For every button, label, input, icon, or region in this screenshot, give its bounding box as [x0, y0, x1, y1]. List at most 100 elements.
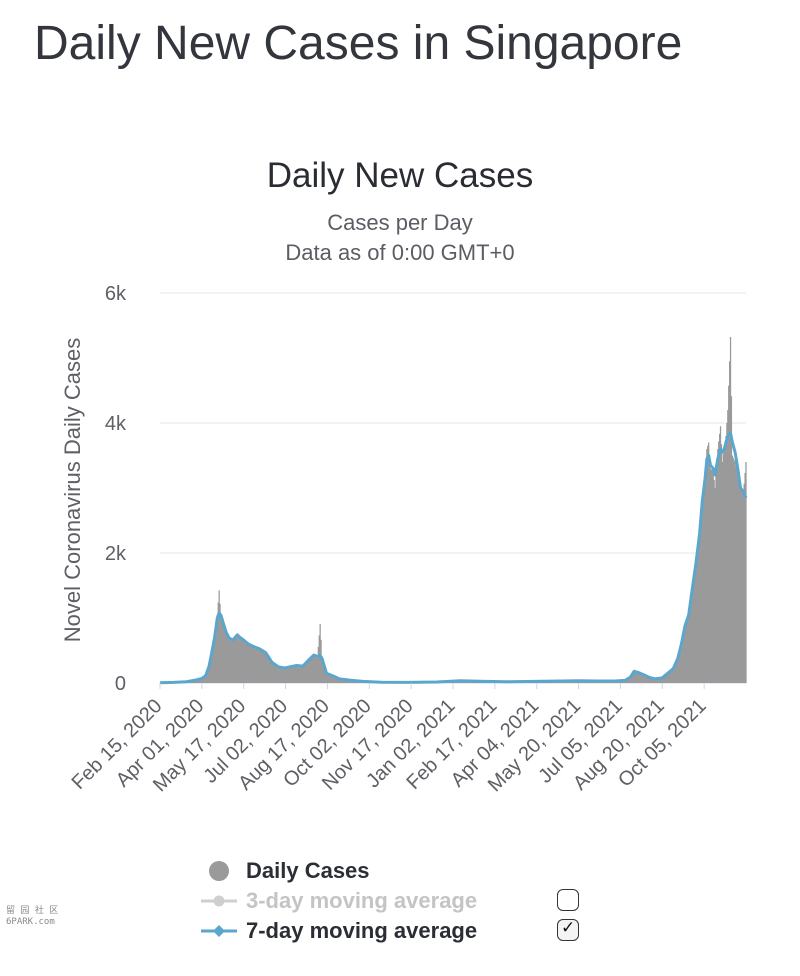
daily-case-bar — [663, 676, 665, 683]
daily-case-bar — [211, 650, 213, 683]
daily-case-bar — [293, 665, 295, 683]
daily-case-bar — [283, 668, 285, 683]
daily-case-bar — [696, 559, 698, 683]
daily-case-bar — [634, 671, 636, 683]
toggle-7-day-average-checkbox[interactable] — [557, 918, 579, 941]
daily-case-bar — [700, 518, 703, 683]
daily-case-bar — [258, 648, 260, 683]
daily-case-bar — [646, 676, 648, 683]
daily-case-bar — [718, 441, 720, 683]
daily-case-bar — [206, 669, 208, 683]
daily-case-bar — [718, 433, 721, 683]
daily-case-bar — [238, 635, 240, 683]
daily-case-bar — [721, 462, 723, 683]
daily-case-bar — [267, 657, 269, 683]
daily-case-bar — [265, 654, 268, 683]
legend-item-7-day-average[interactable]: 7-day moving average — [200, 916, 620, 946]
daily-case-bar — [339, 679, 341, 683]
daily-case-bar — [741, 492, 743, 683]
daily-case-bar — [264, 652, 267, 683]
daily-case-bar — [329, 675, 331, 683]
legend-label-daily-cases: Daily Cases — [246, 858, 370, 883]
daily-case-bar — [648, 677, 650, 683]
daily-case-bar — [268, 658, 270, 683]
daily-case-bar — [205, 672, 208, 683]
daily-case-bar — [320, 639, 322, 683]
daily-case-bar — [301, 665, 303, 683]
daily-case-bar — [723, 445, 725, 683]
daily-case-bar — [736, 470, 738, 683]
daily-case-bar — [294, 665, 297, 683]
daily-case-bar — [636, 672, 638, 683]
daily-case-bar — [226, 633, 228, 683]
daily-case-bar — [261, 650, 263, 683]
daily-case-bar — [688, 618, 690, 683]
daily-case-bar — [632, 672, 634, 683]
daily-case-bar — [281, 668, 283, 683]
daily-case-bar — [674, 666, 676, 683]
daily-case-bar — [306, 660, 309, 683]
legend-item-daily-cases[interactable]: Daily Cases — [200, 856, 620, 886]
daily-case-bar — [260, 649, 262, 683]
daily-case-bar — [657, 678, 659, 683]
daily-case-bar — [635, 671, 637, 683]
daily-case-bar — [296, 664, 299, 683]
daily-case-bar — [243, 638, 245, 683]
daily-case-bar — [254, 646, 256, 683]
daily-case-bar — [712, 471, 714, 683]
daily-case-bar — [202, 677, 204, 683]
daily-case-bar — [244, 640, 247, 683]
daily-case-bar — [198, 679, 200, 683]
daily-case-bar — [326, 674, 329, 683]
daily-case-bar — [317, 646, 319, 683]
daily-case-bar — [708, 442, 710, 683]
daily-case-bar — [627, 679, 629, 683]
daily-case-bar — [213, 637, 216, 683]
daily-cases-chart: Daily New Cases Cases per Day Data as of… — [60, 156, 748, 796]
daily-case-bar — [651, 678, 653, 683]
daily-case-bar — [229, 638, 231, 683]
daily-case-bar — [734, 462, 736, 683]
daily-case-bar — [297, 665, 299, 683]
daily-case-bar — [666, 674, 668, 683]
daily-case-bar — [233, 639, 235, 683]
daily-case-bar — [253, 646, 255, 683]
daily-case-bar — [222, 621, 224, 683]
daily-case-bar — [331, 675, 333, 683]
daily-case-bar — [714, 488, 716, 683]
daily-case-bar — [216, 614, 218, 683]
toggle-3-day-average-checkbox[interactable] — [557, 889, 579, 911]
daily-case-bar — [346, 680, 349, 683]
daily-case-bar — [681, 642, 683, 683]
daily-case-bar — [740, 490, 743, 683]
legend-item-3-day-average[interactable]: 3-day moving average — [200, 886, 620, 916]
daily-case-bar — [324, 666, 326, 683]
daily-case-bar — [213, 641, 215, 683]
daily-case-bar — [304, 662, 307, 683]
daily-case-bar — [223, 623, 225, 683]
daily-case-bar — [728, 361, 731, 683]
daily-case-bar — [284, 668, 287, 683]
daily-case-bar — [307, 658, 309, 683]
daily-case-bar — [334, 676, 336, 683]
daily-case-bar — [716, 462, 718, 683]
daily-case-bar — [290, 666, 292, 683]
daily-case-bar — [277, 667, 279, 683]
daily-case-bar — [645, 675, 647, 683]
daily-case-bar — [683, 632, 685, 683]
daily-case-bar — [237, 634, 239, 683]
daily-case-bar — [342, 679, 344, 683]
daily-case-bar — [652, 678, 654, 683]
daily-case-bar — [730, 396, 733, 683]
three-day-line-marker-icon — [201, 895, 237, 907]
daily-case-bar — [667, 673, 669, 683]
daily-case-bar — [276, 666, 279, 683]
daily-case-bar — [234, 636, 237, 683]
daily-case-bar — [246, 642, 248, 683]
daily-case-bar — [324, 670, 327, 683]
daily-case-bar — [315, 657, 318, 683]
daily-case-bar — [200, 678, 202, 683]
daily-case-bar — [349, 680, 351, 683]
daily-case-bar — [221, 619, 223, 683]
daily-case-bar — [640, 673, 642, 683]
